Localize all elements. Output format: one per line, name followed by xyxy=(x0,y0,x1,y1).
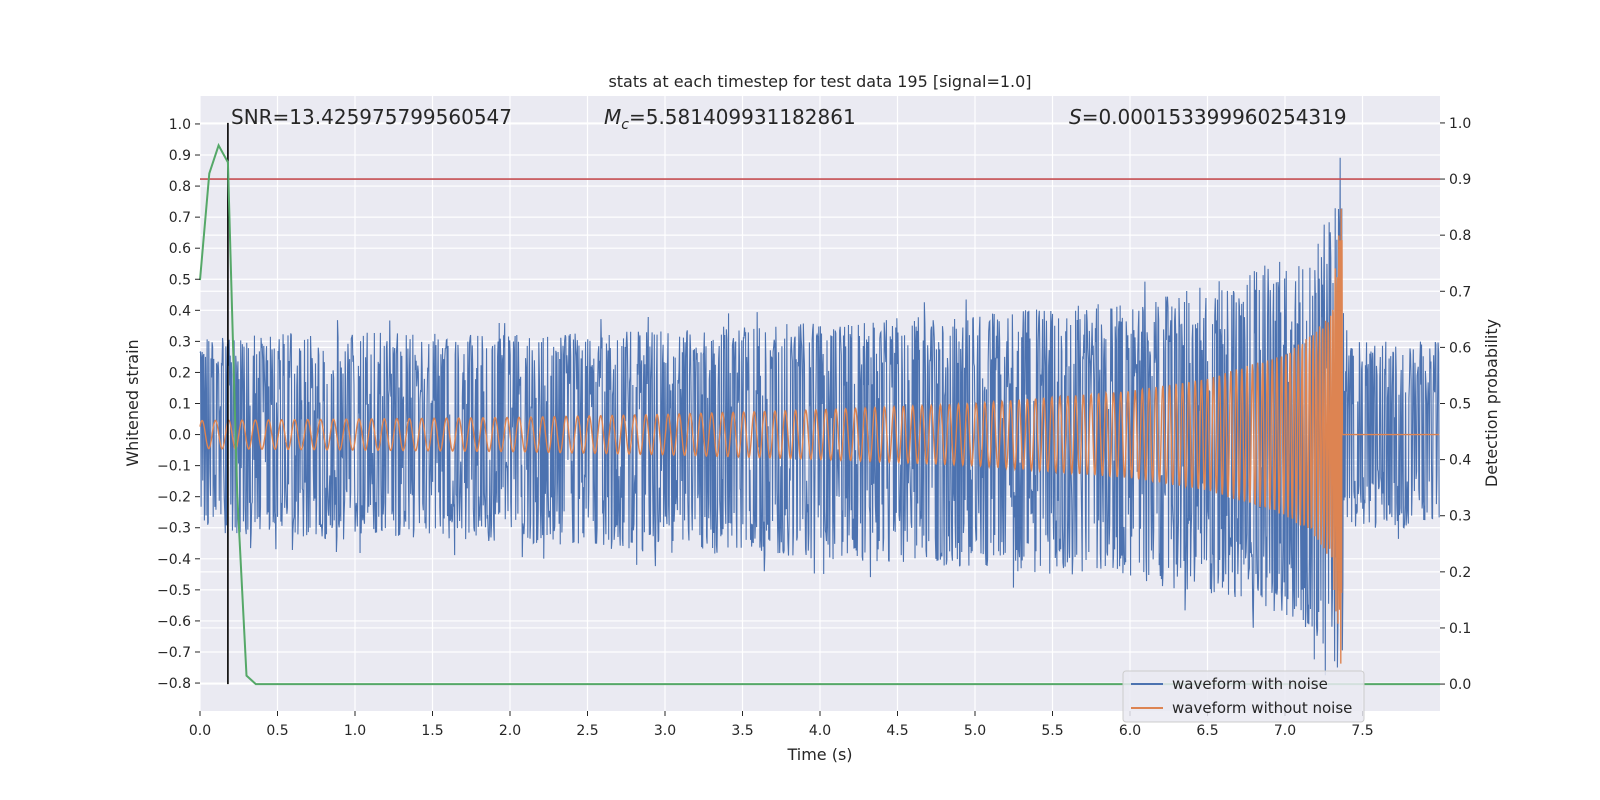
y-right-tick-label: 0.4 xyxy=(1449,453,1471,469)
y-tick-label: −0.6 xyxy=(157,614,191,630)
y-right-tick-label: 0.7 xyxy=(1449,284,1471,300)
y-tick-label: 0.2 xyxy=(169,365,191,381)
y-axis-label: Whitened strain xyxy=(123,339,142,466)
x-tick-label: 1.5 xyxy=(421,723,443,739)
legend-box xyxy=(1122,670,1365,723)
y-tick-label: 0.5 xyxy=(169,272,191,288)
y-tick-label: 0.6 xyxy=(169,241,191,257)
x-axis-label: Time (s) xyxy=(786,745,852,764)
legend-label-noise: waveform with noise xyxy=(1172,675,1328,693)
x-tick-label: 6.5 xyxy=(1196,723,1218,739)
snr-annotation: SNR=13.425975799560547 xyxy=(231,105,512,129)
y-tick-label: −0.5 xyxy=(157,583,191,599)
y-tick-label: 0.3 xyxy=(169,334,191,350)
y-tick-label: 0.1 xyxy=(169,397,191,413)
x-tick-label: 7.0 xyxy=(1274,723,1296,739)
legend-label-clean: waveform without noise xyxy=(1172,699,1352,717)
x-tick-label: 5.0 xyxy=(964,723,986,739)
x-tick-label: 0.0 xyxy=(189,723,211,739)
x-tick-label: 3.0 xyxy=(654,723,676,739)
y-right-tick-label: 0.5 xyxy=(1449,397,1471,413)
x-tick-label: 2.5 xyxy=(576,723,598,739)
y-right-tick-label: 0.1 xyxy=(1449,621,1471,637)
reference-lines xyxy=(199,122,1440,686)
y-tick-label: −0.1 xyxy=(157,459,191,475)
significance-annotation: S=0.000153399960254319 xyxy=(1069,105,1347,129)
chirp-mass-annotation: Mc=5.581409931182861 xyxy=(604,105,856,133)
y-tick-label: 0.0 xyxy=(169,428,191,444)
x-tick-label: 2.0 xyxy=(499,723,521,739)
y-tick-label: 1.0 xyxy=(169,117,191,133)
y-tick-label: 0.9 xyxy=(169,148,191,164)
data-layer xyxy=(199,157,1440,676)
y-tick-label: −0.2 xyxy=(157,490,191,506)
x-tick-label: 4.0 xyxy=(809,723,831,739)
y-right-tick-label: 1.0 xyxy=(1449,116,1471,132)
x-tick-label: 4.5 xyxy=(886,723,908,739)
x-tick-label: 0.5 xyxy=(266,723,288,739)
ticks: 0.0 0.5 1.0 1.5 2.0 2.5 3.0 3.5 4.0 4.5 5.0 5.5 6.0 6… xyxy=(157,116,1471,739)
clean-waveform-line xyxy=(199,208,1440,664)
detection-probability-line xyxy=(199,142,1440,686)
y-right-tick-label: 0.0 xyxy=(1449,677,1471,693)
y-right-tick-label: 0.3 xyxy=(1449,509,1471,525)
y-tick-label: 0.4 xyxy=(169,303,191,319)
y-tick-label: −0.8 xyxy=(157,676,191,692)
x-tick-label: 5.5 xyxy=(1041,723,1063,739)
y-axis-label-right: Detection probability xyxy=(1482,319,1501,487)
x-tick-label: 3.5 xyxy=(731,723,753,739)
y-right-tick-label: 0.6 xyxy=(1449,340,1471,356)
y-tick-label: −0.3 xyxy=(157,521,191,537)
chart-title: stats at each timestep for test data 195… xyxy=(608,72,1031,91)
y-right-tick-label: 0.9 xyxy=(1449,172,1471,188)
y-tick-label: 0.7 xyxy=(169,210,191,226)
x-tick-label: 1.0 xyxy=(344,723,366,739)
y-tick-label: 0.8 xyxy=(169,179,191,195)
y-right-tick-label: 0.8 xyxy=(1449,228,1471,244)
y-tick-label: −0.4 xyxy=(157,552,191,568)
legend: waveform with noise waveform without noi… xyxy=(1122,670,1365,723)
y-tick-label: −0.7 xyxy=(157,645,191,661)
x-tick-label: 6.0 xyxy=(1119,723,1141,739)
y-right-tick-label: 0.2 xyxy=(1449,565,1471,581)
x-tick-label: 7.5 xyxy=(1351,723,1373,739)
